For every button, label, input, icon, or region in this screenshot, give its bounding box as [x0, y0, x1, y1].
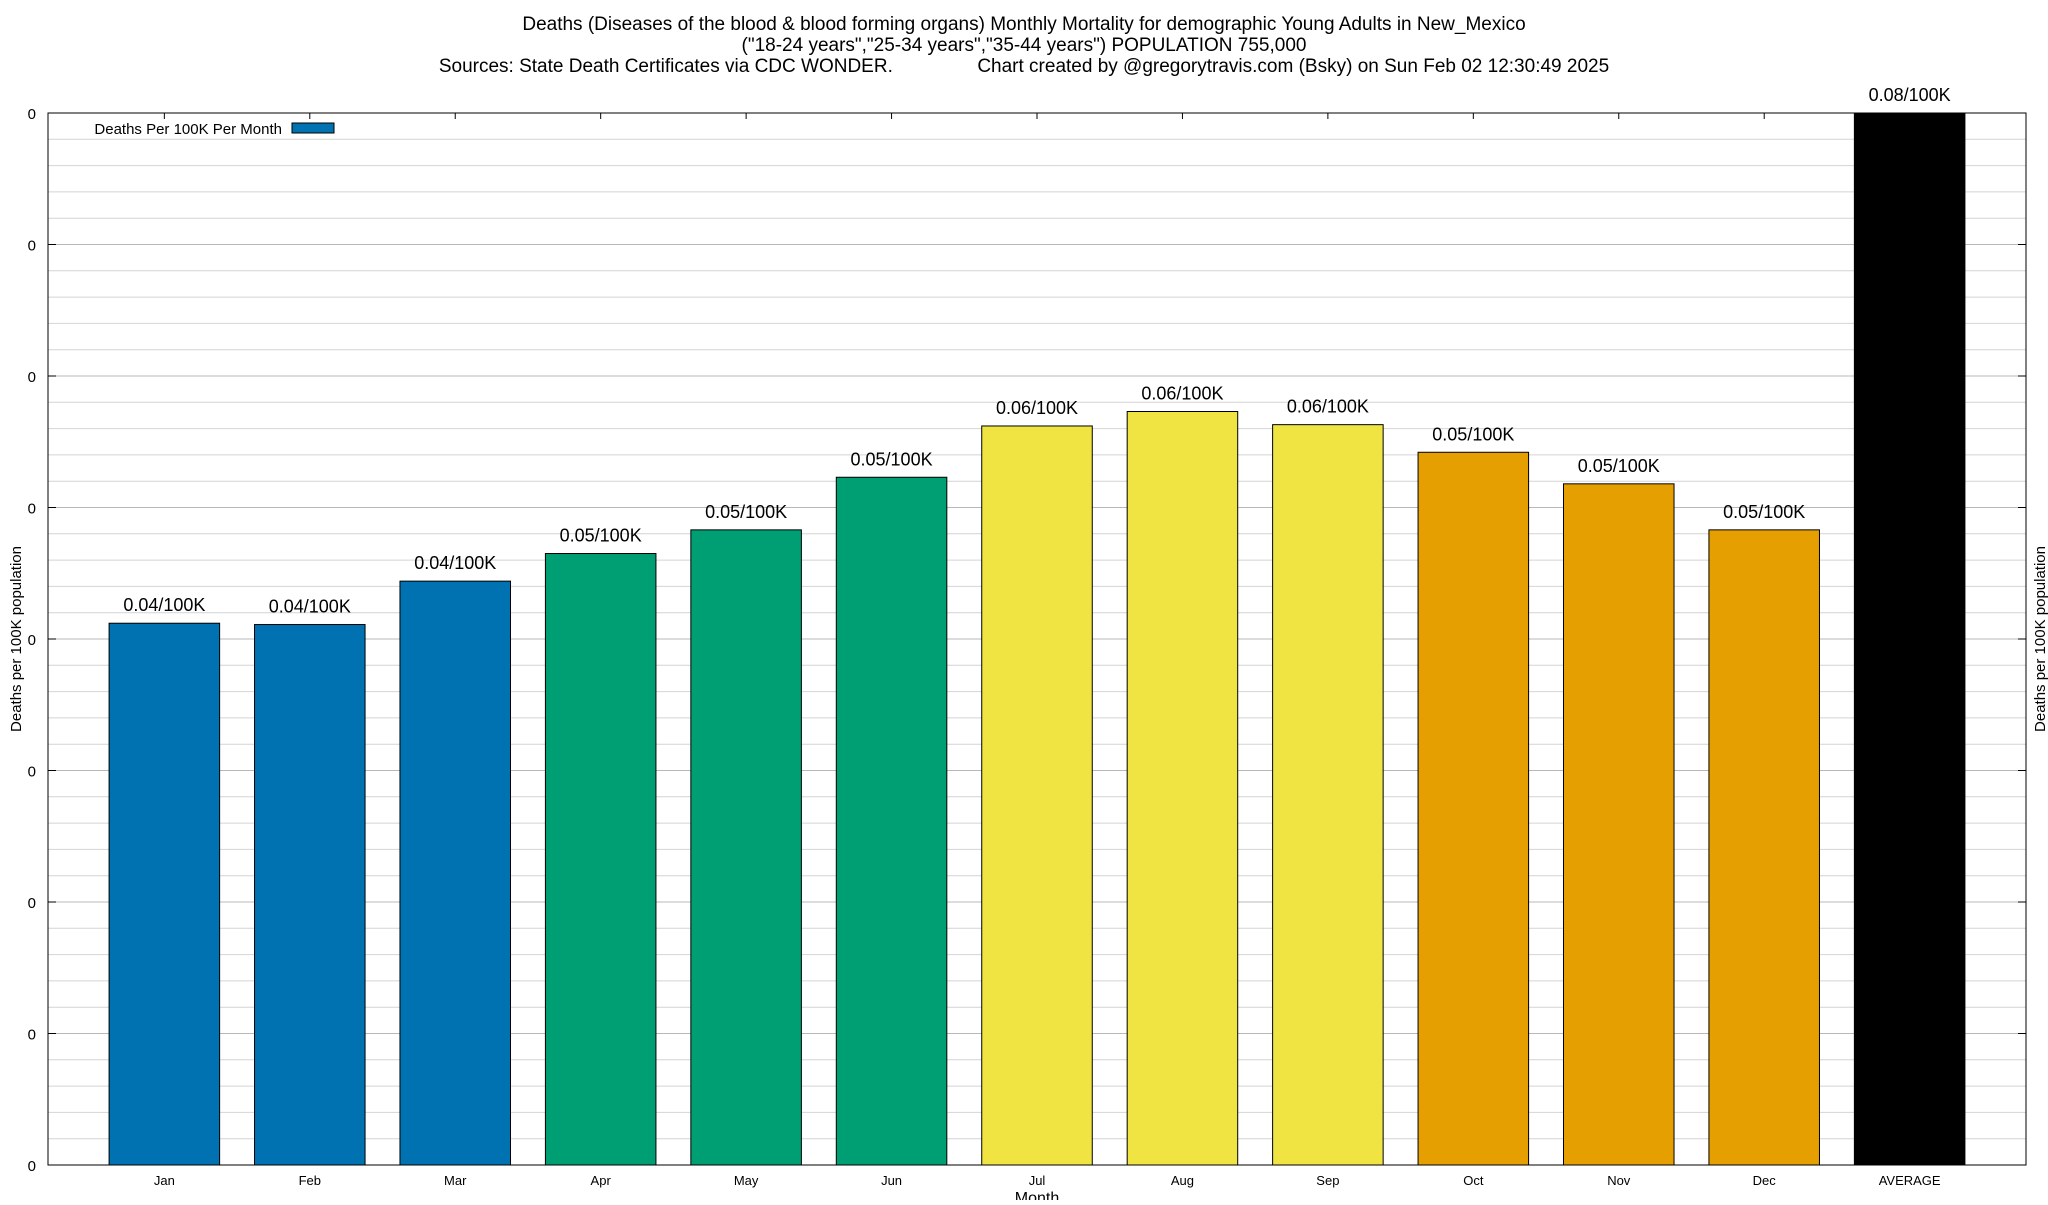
chart-title: Deaths (Diseases of the blood & blood fo…: [439, 14, 1609, 77]
data-label-dec: 0.05/100K: [1723, 502, 1805, 522]
bar-sep: [1272, 424, 1384, 1166]
legend-swatch: [291, 122, 335, 134]
chart-title-line-3: Sources: State Death Certificates via CD…: [439, 56, 1609, 77]
data-label-jun: 0.05/100K: [851, 449, 933, 469]
data-label-aug: 0.06/100K: [1141, 384, 1223, 404]
y-tick-label: 0: [28, 369, 36, 386]
y-axis-label: Deaths per 100K population: [8, 546, 25, 732]
legend: Deaths Per 100K Per Month: [94, 121, 335, 138]
bar-aug: [1126, 411, 1239, 1166]
data-label-feb: 0.04/100K: [269, 597, 351, 617]
x-tick-label-jun: Jun: [881, 1173, 902, 1188]
bar-nov: [1562, 483, 1675, 1166]
chart-title-line-1: Deaths (Diseases of the blood & blood fo…: [522, 14, 1525, 35]
x-tick-label-nov: Nov: [1607, 1173, 1631, 1188]
x-tick-label-may: May: [734, 1173, 759, 1188]
legend-label: Deaths Per 100K Per Month: [94, 121, 282, 138]
x-tick-label-average: AVERAGE: [1879, 1173, 1941, 1188]
data-label-average: 0.08/100K: [1869, 85, 1951, 105]
x-tick-label-feb: Feb: [299, 1173, 321, 1188]
x-axis-label: Month: [1015, 1190, 1059, 1200]
x-tick-label-oct: Oct: [1463, 1173, 1484, 1188]
y-tick-label: 0: [28, 895, 36, 912]
x-tick-label-jul: Jul: [1029, 1173, 1046, 1188]
data-labels: 0.04/100K 0.04/100K 0.04/100K 0.05/100K 0.05…: [123, 85, 1950, 617]
data-label-nov: 0.05/100K: [1578, 456, 1660, 476]
bar-jan: [108, 622, 221, 1166]
bar-jun: [835, 476, 948, 1166]
y-tick-label: 0: [28, 106, 36, 123]
x-tick-label-apr: Apr: [591, 1173, 612, 1188]
y-tick-label: 0: [28, 1027, 36, 1044]
chart-title-line-2: ("18-24 years","25-34 years","35-44 year…: [742, 35, 1307, 56]
data-label-jan: 0.04/100K: [123, 595, 205, 615]
y-tick-label: 0: [28, 632, 36, 649]
data-label-oct: 0.05/100K: [1432, 424, 1514, 444]
plot-frame: [47, 112, 2027, 1166]
y-tick-label: 0: [28, 501, 36, 518]
x-tick-label-jan: Jan: [154, 1173, 175, 1188]
y-tick-label: 0: [28, 1158, 36, 1175]
y-tick-label: 0: [28, 764, 36, 781]
data-label-sep: 0.06/100K: [1287, 397, 1369, 417]
bar-feb: [254, 624, 366, 1166]
bar-mar: [399, 580, 512, 1166]
y-tick-label: 0: [28, 238, 36, 255]
x-tick-labels: Jan Feb Mar Apr May Jun Jul Aug Sep Oct Nov Dec AVER…: [154, 113, 1941, 1188]
bar-dec: [1708, 529, 1820, 1166]
x-tick-label-sep: Sep: [1316, 1173, 1339, 1188]
x-tick-label-aug: Aug: [1171, 1173, 1194, 1188]
data-label-mar: 0.04/100K: [414, 553, 496, 573]
bar-may: [690, 529, 802, 1166]
x-tick-label-dec: Dec: [1753, 1173, 1777, 1188]
data-label-jul: 0.06/100K: [996, 398, 1078, 418]
bar-average: [1853, 112, 1966, 1166]
bar-oct: [1417, 451, 1530, 1166]
bar-apr: [544, 553, 657, 1166]
y-axis-label-right: Deaths per 100K population: [2032, 546, 2048, 732]
bars: [108, 112, 1966, 1166]
data-label-may: 0.05/100K: [705, 502, 787, 522]
data-label-apr: 0.05/100K: [560, 526, 642, 546]
x-tick-label-mar: Mar: [444, 1173, 467, 1188]
bar-jul: [981, 425, 1093, 1166]
